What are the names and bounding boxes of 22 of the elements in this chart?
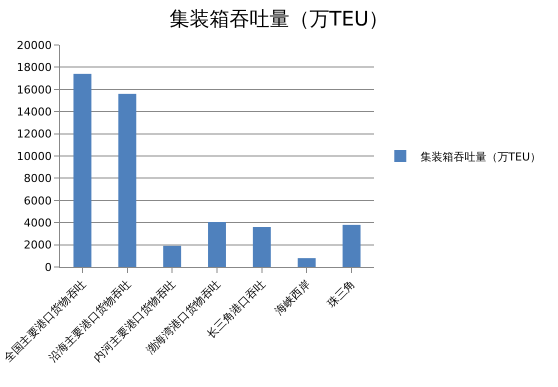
bar xyxy=(342,224,361,267)
y-tick-label: 4000 xyxy=(24,216,52,230)
x-tick-label: 珠三角 xyxy=(325,278,358,310)
y-tick-label: 0 xyxy=(44,260,52,274)
bar xyxy=(252,227,271,267)
chart-title: 集装箱吞吐量（万TEU） xyxy=(169,6,389,31)
bar xyxy=(163,246,182,267)
y-tick-label: 8000 xyxy=(24,172,52,186)
y-tick-label: 16000 xyxy=(16,83,52,96)
bar xyxy=(208,222,226,267)
y-tick-label: 2000 xyxy=(24,238,52,252)
y-tick-label: 14000 xyxy=(16,105,52,118)
y-tick-label: 20000 xyxy=(16,38,52,52)
bar xyxy=(298,258,316,267)
y-tick-label: 12000 xyxy=(16,128,52,141)
x-tick-label: 海峡西岸 xyxy=(272,278,313,318)
bar xyxy=(118,94,136,267)
y-tick-label: 6000 xyxy=(24,194,52,208)
y-tick-label: 18000 xyxy=(16,61,52,74)
legend-label: 集装箱吞吐量（万TEU） xyxy=(420,150,542,164)
bar xyxy=(73,74,92,267)
y-tick-label: 10000 xyxy=(16,150,52,163)
